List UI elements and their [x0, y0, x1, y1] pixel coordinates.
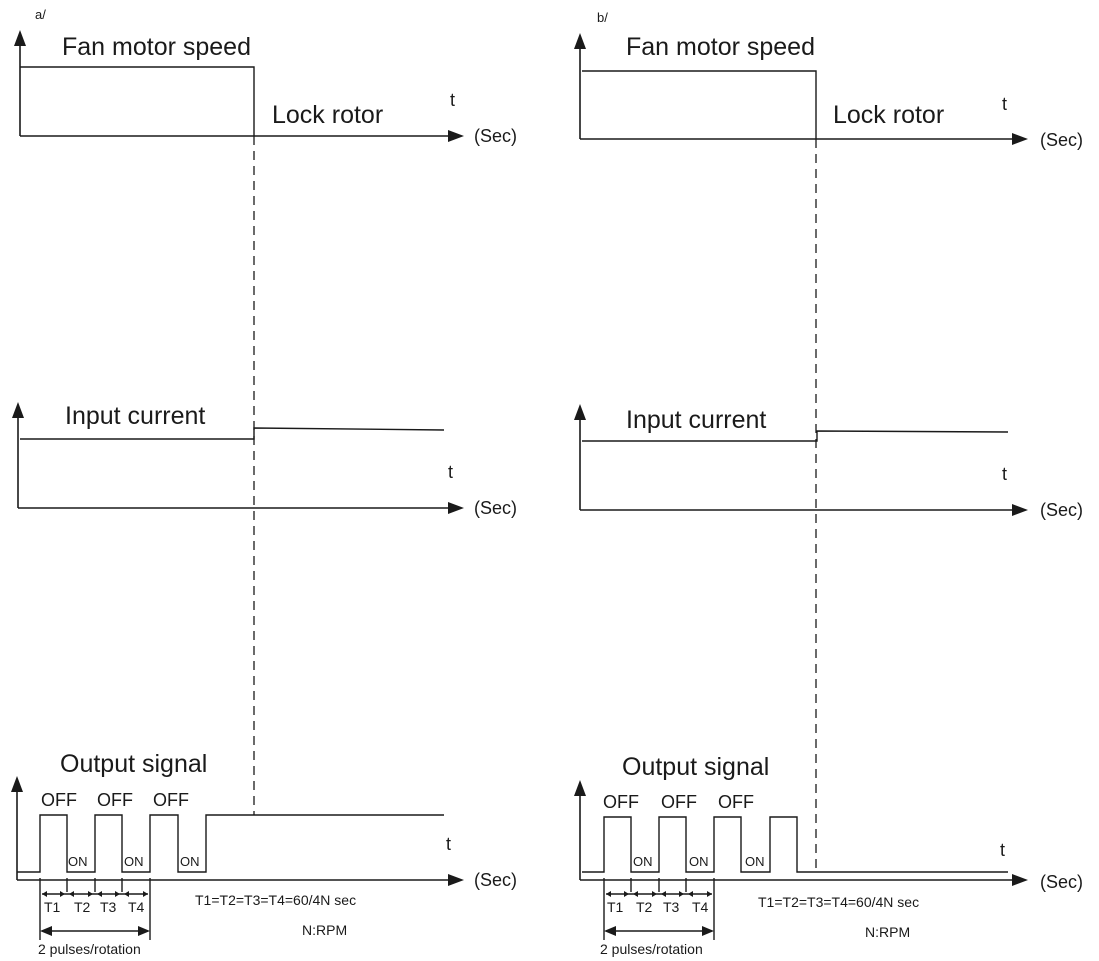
panel-b-on-label-2: ON	[689, 854, 709, 869]
panel-a-off-label-2: OFF	[97, 790, 133, 810]
panel-a-speed-y-arrow	[14, 30, 26, 46]
panel-b-speed-t-label: t	[1002, 94, 1007, 114]
panel-a-on-label-1: ON	[68, 854, 88, 869]
panel-a-period-markers: T1 T2 T3 T4 2 pulses/rotation	[38, 878, 151, 957]
panel-b-period-t1: T1	[607, 899, 624, 915]
panel-a-speed-title: Fan motor speed	[62, 33, 251, 61]
panel-a-on-label-3: ON	[180, 854, 200, 869]
panel-b-period-arrow	[606, 891, 611, 897]
panel-a-current-graph: Input current t (Sec)	[12, 402, 517, 518]
panel-b: b/ Fan motor speed Lock rotor t (Sec) In…	[574, 10, 1083, 957]
panel-a-current-title: Input current	[65, 402, 205, 430]
panel-a-speed-unit: (Sec)	[474, 126, 517, 146]
panel-b-output-unit: (Sec)	[1040, 872, 1083, 892]
panel-b-period-arrow	[661, 891, 666, 897]
panel-b-speed-trace	[582, 70, 817, 139]
panel-a-speed-graph: Fan motor speed Lock rotor t (Sec)	[14, 30, 517, 146]
panel-a-rpm-note: N:RPM	[302, 922, 347, 938]
panel-a-current-t-label: t	[448, 462, 453, 482]
panel-a-formula: T1=T2=T3=T4=60/4N sec	[195, 892, 356, 908]
panel-a-current-trace	[20, 427, 445, 440]
panel-b-output-title: Output signal	[622, 753, 769, 781]
panel-b-current-t-label: t	[1002, 464, 1007, 484]
panel-b-period-t2: T2	[636, 899, 653, 915]
panel-a-period-arrow	[143, 891, 148, 897]
panel-a-current-unit: (Sec)	[474, 498, 517, 518]
panel-b-current-x-arrow	[1012, 504, 1028, 516]
panel-b-pulses-arrow-right	[702, 926, 714, 936]
panel-b-period-arrow	[652, 891, 657, 897]
panel-a-period-arrow	[42, 891, 47, 897]
panel-b-output-x-arrow	[1012, 874, 1028, 886]
panel-a-off-label-3: OFF	[153, 790, 189, 810]
panel-a-on-label-2: ON	[124, 854, 144, 869]
panel-b-output-t-label: t	[1000, 840, 1005, 860]
panel-b-output-y-arrow	[574, 780, 586, 796]
panel-a-current-y-arrow	[12, 402, 24, 418]
panel-a-tag: a/	[35, 7, 46, 22]
panel-a-period-arrow	[97, 891, 102, 897]
panel-a-current-x-arrow	[448, 502, 464, 514]
panel-b-period-markers: T1 T2 T3 T4 2 pulses/rotation	[600, 878, 715, 957]
panel-a-period-arrow	[115, 891, 120, 897]
panel-b-off-label-3: OFF	[718, 792, 754, 812]
panel-b-lock-rotor-label: Lock rotor	[833, 101, 944, 129]
panel-b-period-t3: T3	[663, 899, 680, 915]
panel-b-period-arrow	[688, 891, 693, 897]
panel-a-period-arrow	[88, 891, 93, 897]
panel-a-output-trace	[17, 814, 444, 873]
panel-b-period-t4: T4	[692, 899, 709, 915]
panel-b-period-arrow	[633, 891, 638, 897]
panel-a-period-arrow	[124, 891, 129, 897]
panel-b-output-trace	[582, 816, 1008, 873]
panel-b-current-title: Input current	[626, 406, 766, 434]
panel-a-output-t-label: t	[446, 834, 451, 854]
panel-b-current-trace	[582, 430, 1009, 442]
panel-b-speed-title: Fan motor speed	[626, 33, 815, 61]
panel-b-off-label-1: OFF	[603, 792, 639, 812]
panel-a-off-label-1: OFF	[41, 790, 77, 810]
panel-a-period-arrow	[69, 891, 74, 897]
panel-b-period-arrow	[707, 891, 712, 897]
panel-b-pulses-label: 2 pulses/rotation	[600, 941, 703, 957]
panel-a-period-t3: T3	[100, 899, 117, 915]
panel-a-lock-rotor-label: Lock rotor	[272, 101, 383, 129]
panel-b-speed-unit: (Sec)	[1040, 130, 1083, 150]
panel-a-output-x-arrow	[448, 874, 464, 886]
panel-a: a/ Fan motor speed Lock rotor t (Sec) In…	[11, 7, 517, 957]
panel-b-period-arrow	[624, 891, 629, 897]
panel-a-period-t1: T1	[44, 899, 61, 915]
panel-b-on-label-3: ON	[745, 854, 765, 869]
panel-a-output-y-arrow	[11, 776, 23, 792]
panel-b-period-arrow	[679, 891, 684, 897]
panel-b-speed-graph: Fan motor speed Lock rotor t (Sec)	[574, 33, 1083, 150]
panel-b-pulses-arrow-left	[604, 926, 616, 936]
panel-b-current-y-arrow	[574, 404, 586, 420]
panel-a-period-t2: T2	[74, 899, 91, 915]
panel-a-speed-x-arrow	[448, 130, 464, 142]
panel-b-formula: T1=T2=T3=T4=60/4N sec	[758, 894, 919, 910]
panel-a-pulses-label: 2 pulses/rotation	[38, 941, 141, 957]
panel-a-speed-trace	[20, 66, 255, 136]
panel-a-output-title: Output signal	[60, 750, 207, 778]
panel-b-speed-x-arrow	[1012, 133, 1028, 145]
panel-a-period-arrow	[60, 891, 65, 897]
panel-b-current-unit: (Sec)	[1040, 500, 1083, 520]
panel-b-speed-y-arrow	[574, 33, 586, 49]
panel-b-output-graph: Output signal OFF OFF OFF ON ON ON t (Se…	[574, 753, 1083, 957]
panel-a-output-graph: Output signal OFF OFF OFF ON ON ON t (Se…	[11, 750, 517, 957]
panel-a-pulses-arrow-right	[138, 926, 150, 936]
panel-b-tag: b/	[597, 10, 608, 25]
panel-b-rpm-note: N:RPM	[865, 924, 910, 940]
panel-a-pulses-arrow-left	[40, 926, 52, 936]
panel-b-current-graph: Input current t (Sec)	[574, 404, 1083, 520]
panel-b-off-label-2: OFF	[661, 792, 697, 812]
panel-a-period-t4: T4	[128, 899, 145, 915]
panel-a-output-unit: (Sec)	[474, 870, 517, 890]
panel-b-on-label-1: ON	[633, 854, 653, 869]
panel-a-speed-t-label: t	[450, 90, 455, 110]
